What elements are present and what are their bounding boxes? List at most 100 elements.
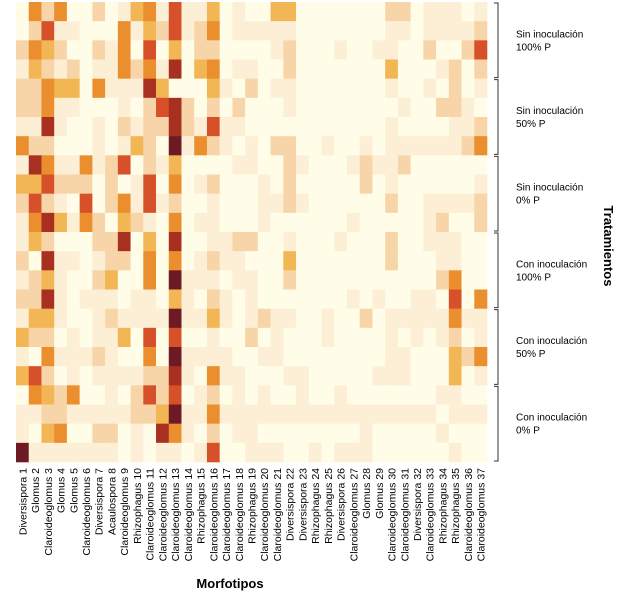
heatmap-cell xyxy=(28,442,42,463)
group-label-phosphorus: 50% P xyxy=(516,349,546,360)
heatmap-cell xyxy=(168,289,182,309)
heatmap-cell xyxy=(257,404,271,424)
heatmap-cell xyxy=(448,2,462,22)
heatmap-cell xyxy=(66,327,80,348)
heatmap-cell xyxy=(130,347,144,367)
heatmap-cell xyxy=(423,404,437,424)
heatmap-cell xyxy=(308,136,322,156)
heatmap-cell xyxy=(117,117,131,137)
heatmap-cell xyxy=(448,21,462,41)
heatmap-cell xyxy=(16,174,30,194)
heatmap-cell xyxy=(461,78,475,99)
heatmap-cell xyxy=(54,59,68,79)
heatmap-cell xyxy=(346,59,360,79)
heatmap-cell xyxy=(321,2,335,22)
heatmap-cell xyxy=(92,327,106,348)
heatmap-cell xyxy=(245,308,259,329)
heatmap-cell xyxy=(321,78,335,99)
heatmap-cell xyxy=(117,78,131,99)
heatmap-cell xyxy=(143,308,157,329)
heatmap-cell xyxy=(436,59,450,79)
heatmap-cell xyxy=(423,327,437,348)
heatmap-cell xyxy=(308,385,322,405)
heatmap-cell xyxy=(168,308,182,329)
heatmap-cell xyxy=(448,212,462,233)
heatmap-cell xyxy=(334,232,348,252)
heatmap-cell xyxy=(130,442,144,463)
heatmap-cell xyxy=(92,136,106,156)
heatmap-cell xyxy=(346,251,360,271)
x-tick-label: Diversispora 22 xyxy=(285,468,297,541)
heatmap-cell xyxy=(206,442,220,463)
heatmap-cell xyxy=(66,366,80,386)
heatmap-cell xyxy=(257,193,271,214)
heatmap-cell xyxy=(270,97,284,118)
heatmap-cell xyxy=(334,404,348,424)
heatmap-cell xyxy=(156,21,170,41)
heatmap-cell xyxy=(194,78,208,99)
heatmap-cell xyxy=(206,40,220,60)
heatmap-cell xyxy=(181,2,195,22)
x-tick-label: Claroideoglomus 31 xyxy=(399,468,411,562)
heatmap-cell xyxy=(346,270,360,290)
heatmap-cell xyxy=(257,78,271,99)
heatmap-cell xyxy=(372,442,386,463)
heatmap-cell xyxy=(156,78,170,99)
heatmap-cell xyxy=(16,136,30,156)
heatmap-cell xyxy=(54,174,68,194)
heatmap-cell xyxy=(283,423,297,444)
x-tick-label: Claroideoglomus 30 xyxy=(387,468,399,562)
heatmap-cell xyxy=(461,136,475,156)
heatmap-cell xyxy=(232,117,246,137)
heatmap-cell xyxy=(194,40,208,60)
heatmap-cell xyxy=(372,347,386,367)
heatmap-cell xyxy=(206,404,220,424)
heatmap-cell xyxy=(372,136,386,156)
heatmap-cell xyxy=(308,212,322,233)
heatmap-cell xyxy=(130,385,144,405)
heatmap-cell xyxy=(219,174,233,194)
heatmap-cell xyxy=(16,289,30,309)
heatmap-cell xyxy=(168,212,182,233)
group-bracket xyxy=(494,79,499,155)
heatmap-cell xyxy=(105,232,119,252)
heatmap-cell xyxy=(436,270,450,290)
heatmap-cell xyxy=(270,2,284,22)
heatmap-cell xyxy=(372,327,386,348)
heatmap-cell xyxy=(257,366,271,386)
heatmap-cell xyxy=(385,59,399,79)
heatmap-cell xyxy=(66,136,80,156)
heatmap-cell xyxy=(436,347,450,367)
heatmap-cell xyxy=(143,212,157,233)
heatmap-cell xyxy=(156,442,170,463)
heatmap-cell xyxy=(283,270,297,290)
heatmap-cell xyxy=(168,117,182,137)
heatmap-cell xyxy=(41,385,55,405)
heatmap-cell xyxy=(194,117,208,137)
heatmap-cell xyxy=(270,289,284,309)
heatmap-cell xyxy=(168,97,182,118)
heatmap-cell xyxy=(168,327,182,348)
heatmap-cell xyxy=(372,174,386,194)
heatmap-cell xyxy=(423,155,437,175)
group-label-phosphorus: 0% P xyxy=(516,196,540,207)
heatmap-cell xyxy=(461,327,475,348)
heatmap-cell xyxy=(41,251,55,271)
x-tick-label: Claroideoglomus 14 xyxy=(183,468,195,562)
heatmap-cell xyxy=(143,423,157,444)
heatmap-cell xyxy=(410,212,424,233)
heatmap-cell xyxy=(346,193,360,214)
heatmap-cell xyxy=(257,212,271,233)
heatmap-cell xyxy=(79,385,93,405)
heatmap-cell xyxy=(117,40,131,60)
heatmap-cell xyxy=(346,40,360,60)
heatmap-cell xyxy=(143,232,157,252)
heatmap-cell xyxy=(232,155,246,175)
heatmap-cells xyxy=(16,2,488,463)
heatmap-cell xyxy=(181,251,195,271)
heatmap-cell xyxy=(105,442,119,463)
heatmap-cell xyxy=(385,40,399,60)
heatmap-cell xyxy=(28,117,42,137)
x-tick-label: Glomus 5 xyxy=(68,468,80,513)
heatmap-cell xyxy=(54,442,68,463)
